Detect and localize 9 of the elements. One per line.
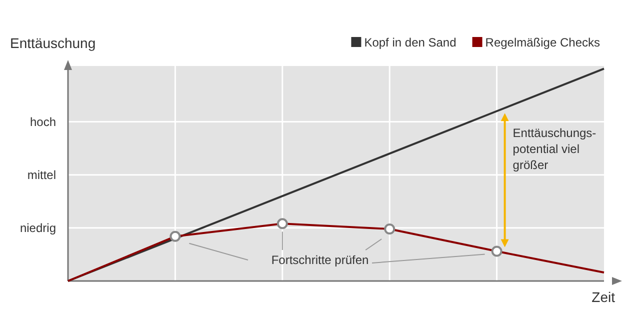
legend-label: Kopf in den Sand <box>364 36 456 50</box>
y-axis-title: Enttäuschung <box>10 35 96 51</box>
text: hoch <box>30 114 56 129</box>
x-axis-title: Zeit <box>592 289 616 305</box>
text: mittel <box>27 168 56 182</box>
annotation: Enttäuschungs- potential viel größer <box>512 126 596 172</box>
legend-label: Regelmäßige Checks <box>485 36 600 50</box>
text: niedrig <box>20 221 56 236</box>
annotation: Fortschritte prüfen <box>271 253 369 267</box>
